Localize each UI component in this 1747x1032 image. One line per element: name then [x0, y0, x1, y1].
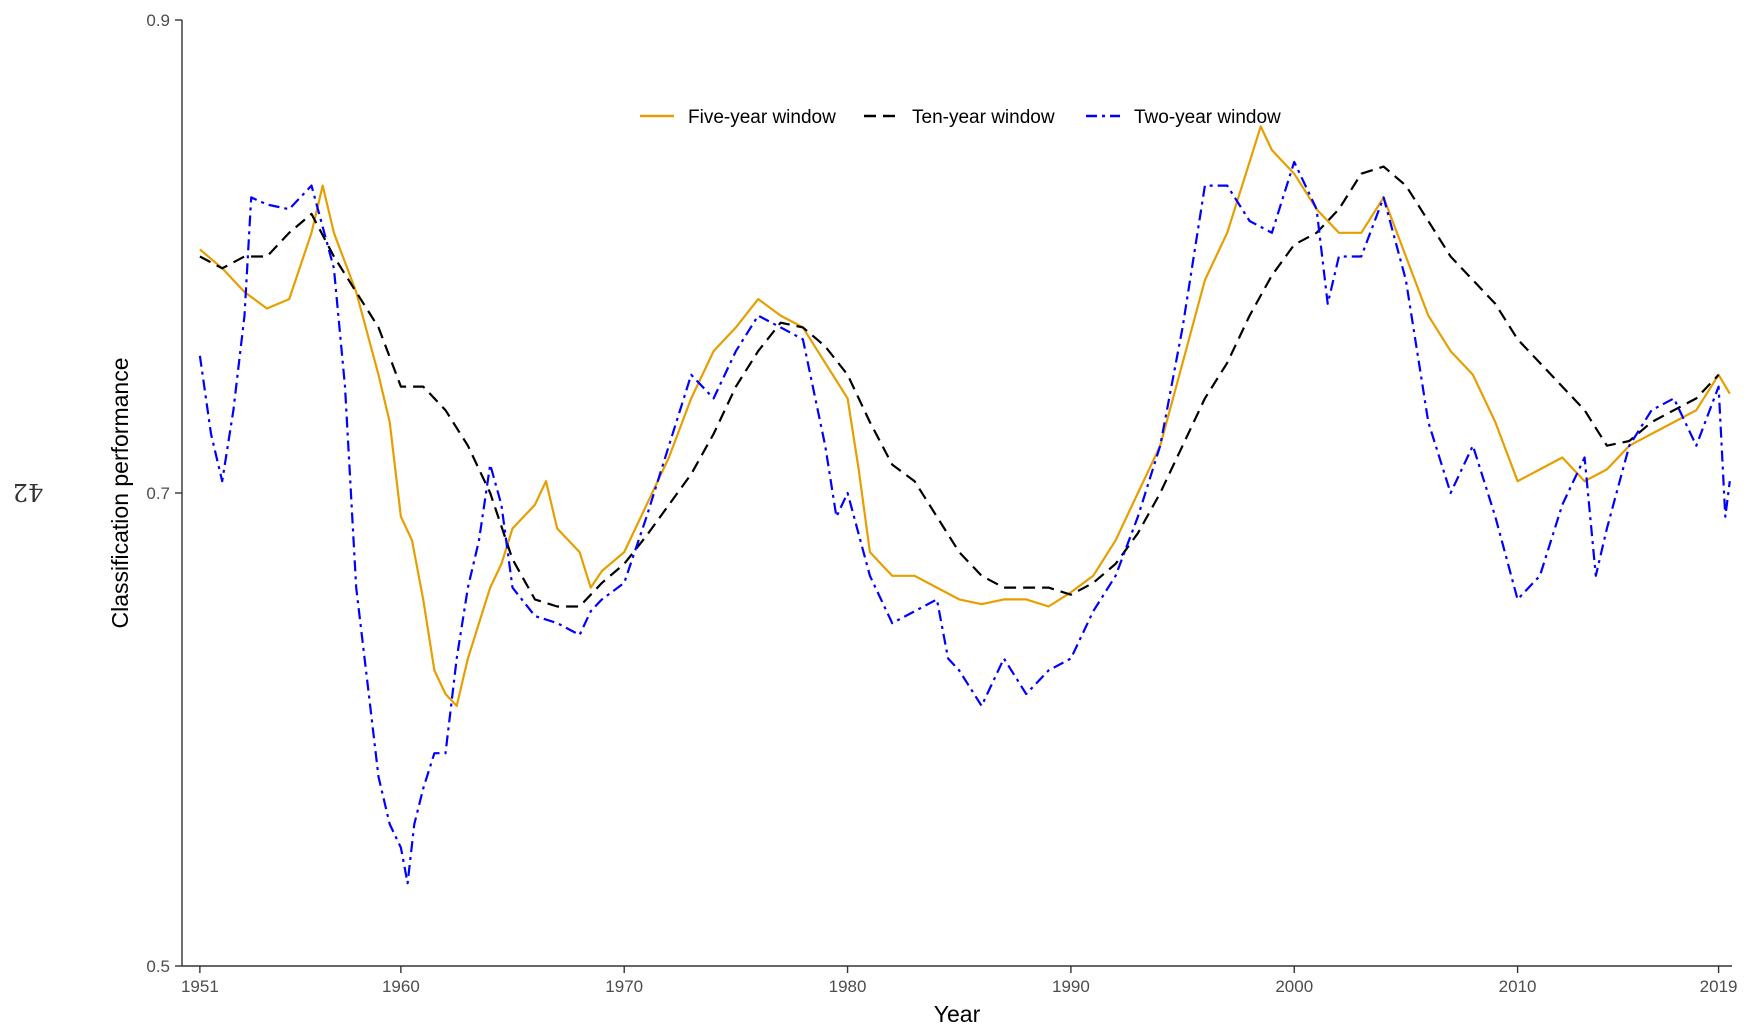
axes-layer: 1951 1960 1970 1980 1990 2000 2010 2019 0.5 0.7 0.…	[146, 11, 1737, 996]
legend-label-2: Ten-year window	[912, 107, 1055, 128]
x-tick-label: 1990	[1052, 977, 1090, 996]
x-tick-label: 1970	[605, 977, 643, 996]
legend-label-3: Two-year window	[1134, 107, 1281, 128]
x-tick-label: 1951	[181, 977, 219, 996]
x-tick-label: 1960	[382, 977, 420, 996]
x-tick-label: 2000	[1275, 977, 1313, 996]
y-tick-label: 0.5	[146, 957, 170, 976]
x-tick-label: 1980	[829, 977, 867, 996]
x-axis-title: Year	[934, 1001, 981, 1027]
series-line-2	[199, 165, 1720, 608]
y-tick-label: 0.7	[146, 484, 170, 503]
series-layer	[198, 125, 1731, 885]
legend-label-1: Five-year window	[688, 107, 836, 128]
x-tick-label: 2019	[1700, 977, 1738, 996]
series-line-1	[199, 125, 1731, 707]
y-axis-title: Classification performance	[107, 357, 133, 628]
y-tick-label: 0.9	[146, 11, 170, 30]
legend: Five-year window Ten-year window Two-year …	[640, 107, 1281, 128]
series-line-3	[198, 160, 1731, 885]
x-tick-label: 2010	[1499, 977, 1537, 996]
